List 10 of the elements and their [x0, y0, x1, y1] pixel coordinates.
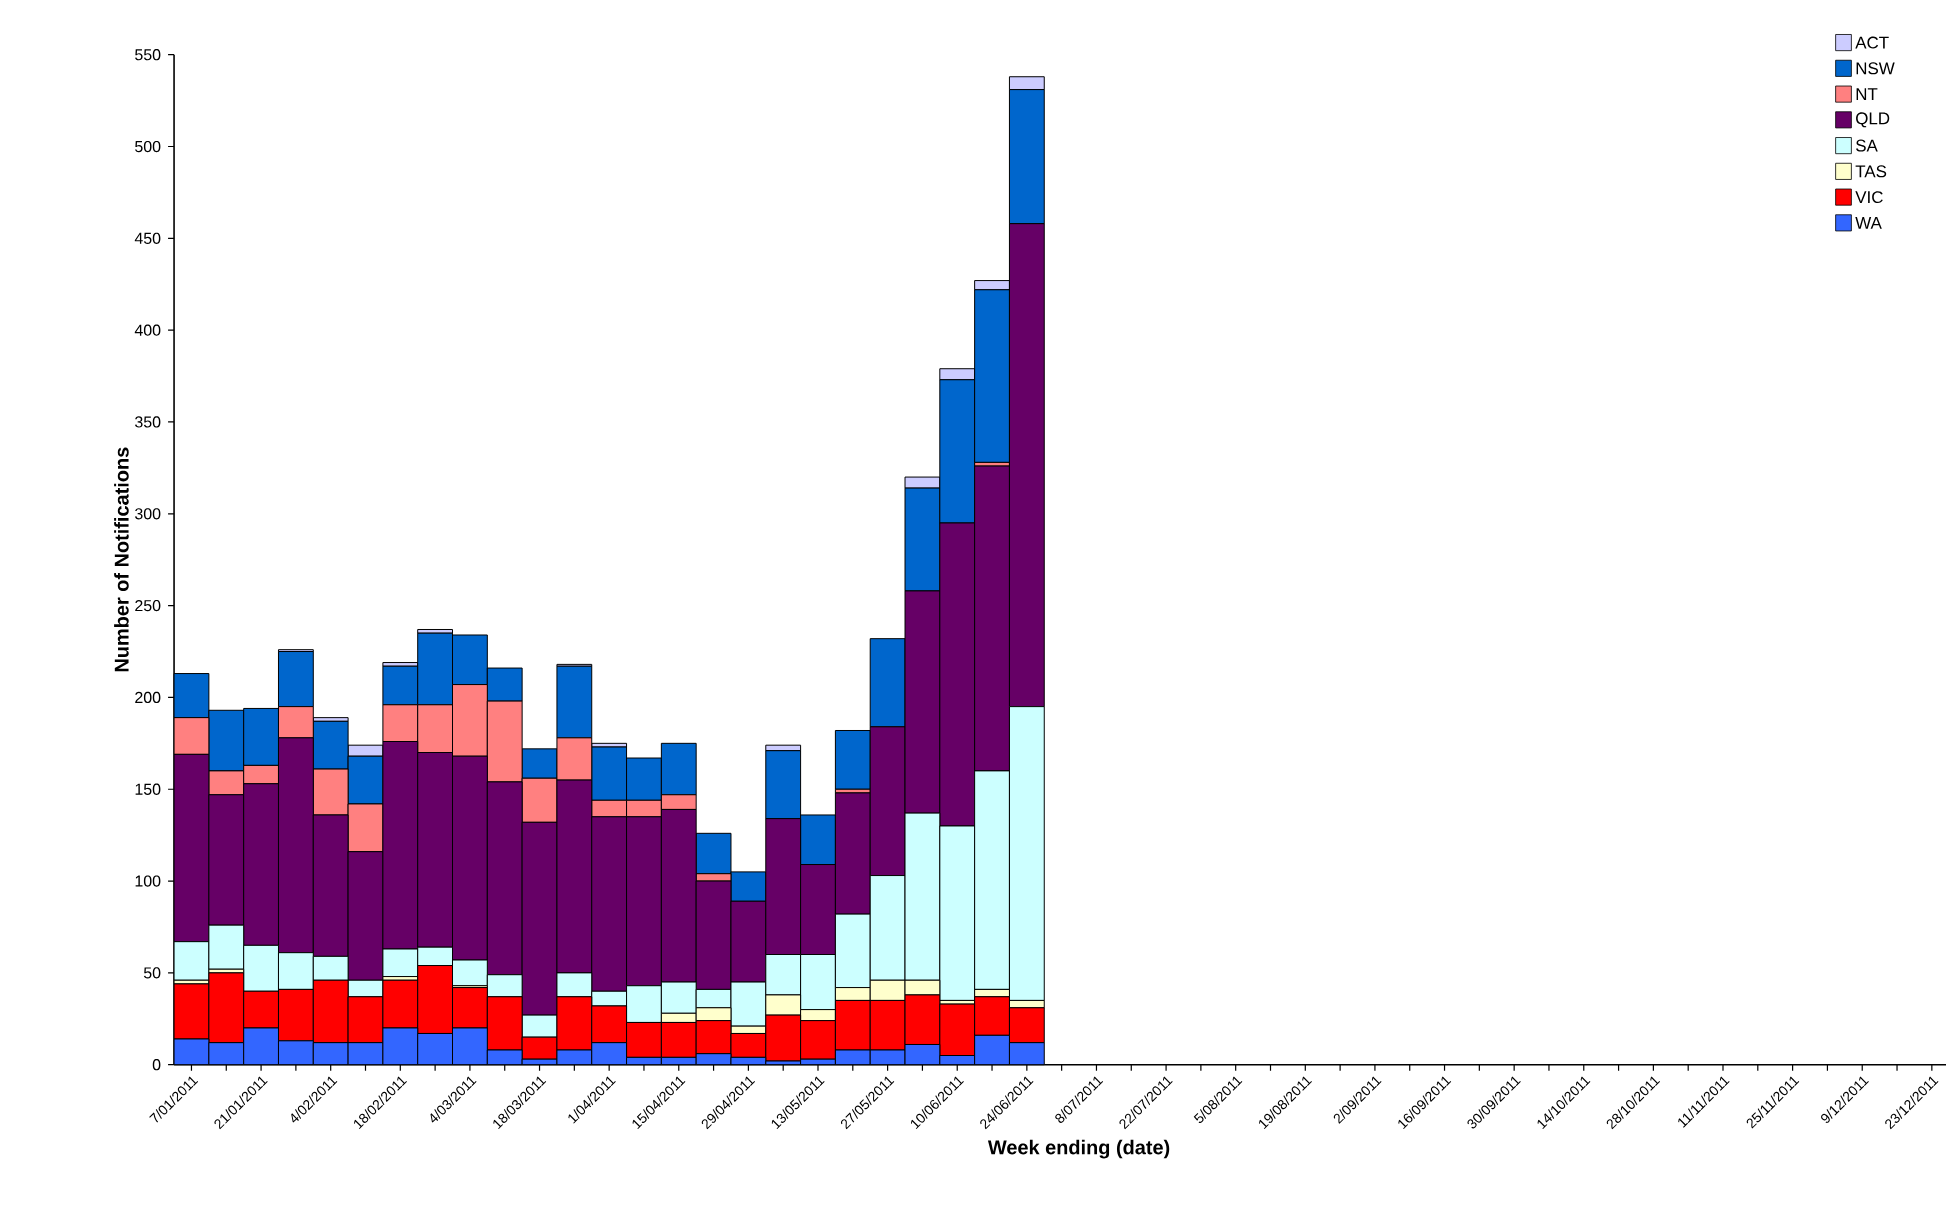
legend-label: TAS: [1855, 165, 1887, 178]
legend-label: NSW: [1856, 62, 1895, 75]
y-axis-title: Number of Notifications: [114, 447, 129, 672]
legend-label: NT: [1856, 88, 1878, 100]
legend-label: WA: [1855, 217, 1882, 229]
legend-label: VIC: [1855, 191, 1883, 204]
legend-label: ACT: [1855, 36, 1889, 49]
legend-label: QLD: [1856, 112, 1890, 128]
legend-label: SA: [1856, 139, 1878, 152]
x-axis-title: Week ending (date): [987, 1139, 1170, 1159]
